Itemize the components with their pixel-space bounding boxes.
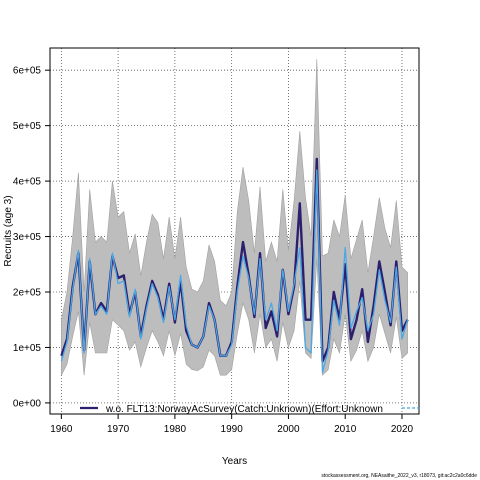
y-tick-label: 4e+05 (13, 177, 42, 188)
y-tick-label: 2e+05 (13, 288, 42, 299)
x-tick-label: 2020 (391, 424, 414, 435)
y-axis: 0e+00 1e+05 2e+05 3e+05 4e+05 5e+05 6e+05 (13, 66, 51, 409)
series-lines (60, 157, 409, 374)
y-tick-label: 5e+05 (13, 121, 42, 132)
x-tick-label: 1960 (50, 424, 73, 435)
y-tick-label: 3e+05 (13, 232, 42, 243)
x-tick-label: 1990 (221, 424, 244, 435)
x-tick-label: 1970 (107, 424, 130, 435)
y-tick-label: 1e+05 (13, 343, 42, 354)
y-tick-label: 0e+00 (13, 398, 42, 409)
legend: w.o. FLT13:NorwayAcSurvey(Catch:Unknown)… (80, 404, 420, 415)
y-tick-label: 6e+05 (13, 66, 42, 77)
confidence-band (61, 59, 408, 376)
x-tick-label: 2000 (277, 424, 300, 435)
x-tick-label: 2010 (334, 424, 357, 435)
x-tick-label: 1980 (164, 424, 187, 435)
footer-note: stockassessment.org, NEAsaithe_2022_v3, … (321, 473, 477, 479)
legend-label-without-survey: w.o. FLT13:NorwayAcSurvey(Catch:Unknown)… (105, 404, 383, 415)
x-axis: 1960 1970 1980 1990 2000 2010 2020 (50, 413, 414, 435)
y-axis-title: Recruits (age 3) (3, 195, 14, 266)
series-line-with-survey (60, 169, 409, 374)
x-axis-title: Years (222, 456, 247, 467)
